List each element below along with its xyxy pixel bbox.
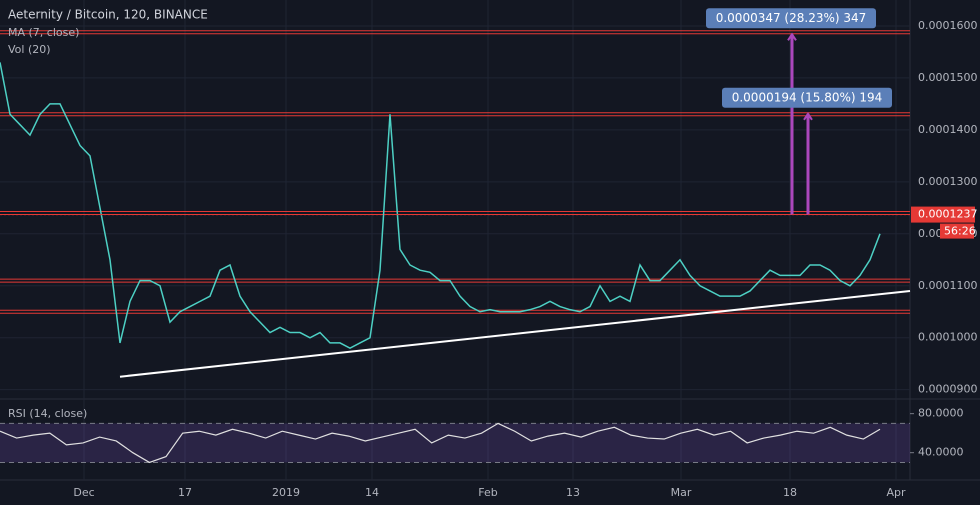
x-tick-label: Feb (478, 486, 497, 499)
x-tick-label: 2019 (272, 486, 300, 499)
x-tick-label: 13 (566, 486, 580, 499)
rsi-tick-label: 40.0000 (918, 446, 964, 459)
x-tick-label: Mar (671, 486, 692, 499)
measure-label: 0.0000194 (15.80%) 194 (732, 90, 883, 104)
arrow-head (803, 111, 813, 121)
y-tick-label: 0.0001000 (918, 331, 978, 344)
y-tick-label: 0.0001500 (918, 71, 978, 84)
arrow-head (787, 32, 797, 41)
x-tick-label: Dec (73, 486, 94, 499)
measure-label: 0.0000347 (28.23%) 347 (716, 11, 867, 25)
measure-box (722, 87, 892, 108)
rsi-line (0, 422, 881, 464)
x-tick-label: 17 (178, 486, 192, 499)
x-tick-label: Apr (886, 486, 906, 499)
x-tick-label: 14 (365, 486, 379, 499)
rsi-label: RSI (14, close) (8, 407, 87, 420)
y-tick-label: 0.0001600 (918, 19, 978, 32)
last-price-box (911, 206, 975, 223)
y-tick-label: 0.0001100 (918, 279, 978, 292)
indicator-label: Vol (20) (8, 43, 51, 56)
x-tick-label: 18 (783, 486, 797, 499)
price-line (0, 62, 881, 349)
y-tick-label: 0.0001300 (918, 175, 978, 188)
last-price-label: 0.0001237 (918, 208, 978, 221)
rsi-tick-label: 80.0000 (918, 407, 964, 420)
chart-title: Aeternity / Bitcoin, 120, BINANCE (8, 8, 208, 22)
y-tick-label: 0.0001400 (918, 123, 978, 136)
indicator-label: MA (7, close) (8, 26, 79, 39)
trend-line (119, 289, 911, 378)
measure-box (706, 8, 876, 29)
rsi-band (0, 423, 910, 463)
countdown-box (940, 223, 974, 239)
countdown: 56:26 (944, 225, 976, 238)
y-tick-label: 0.0000900 (918, 383, 978, 396)
